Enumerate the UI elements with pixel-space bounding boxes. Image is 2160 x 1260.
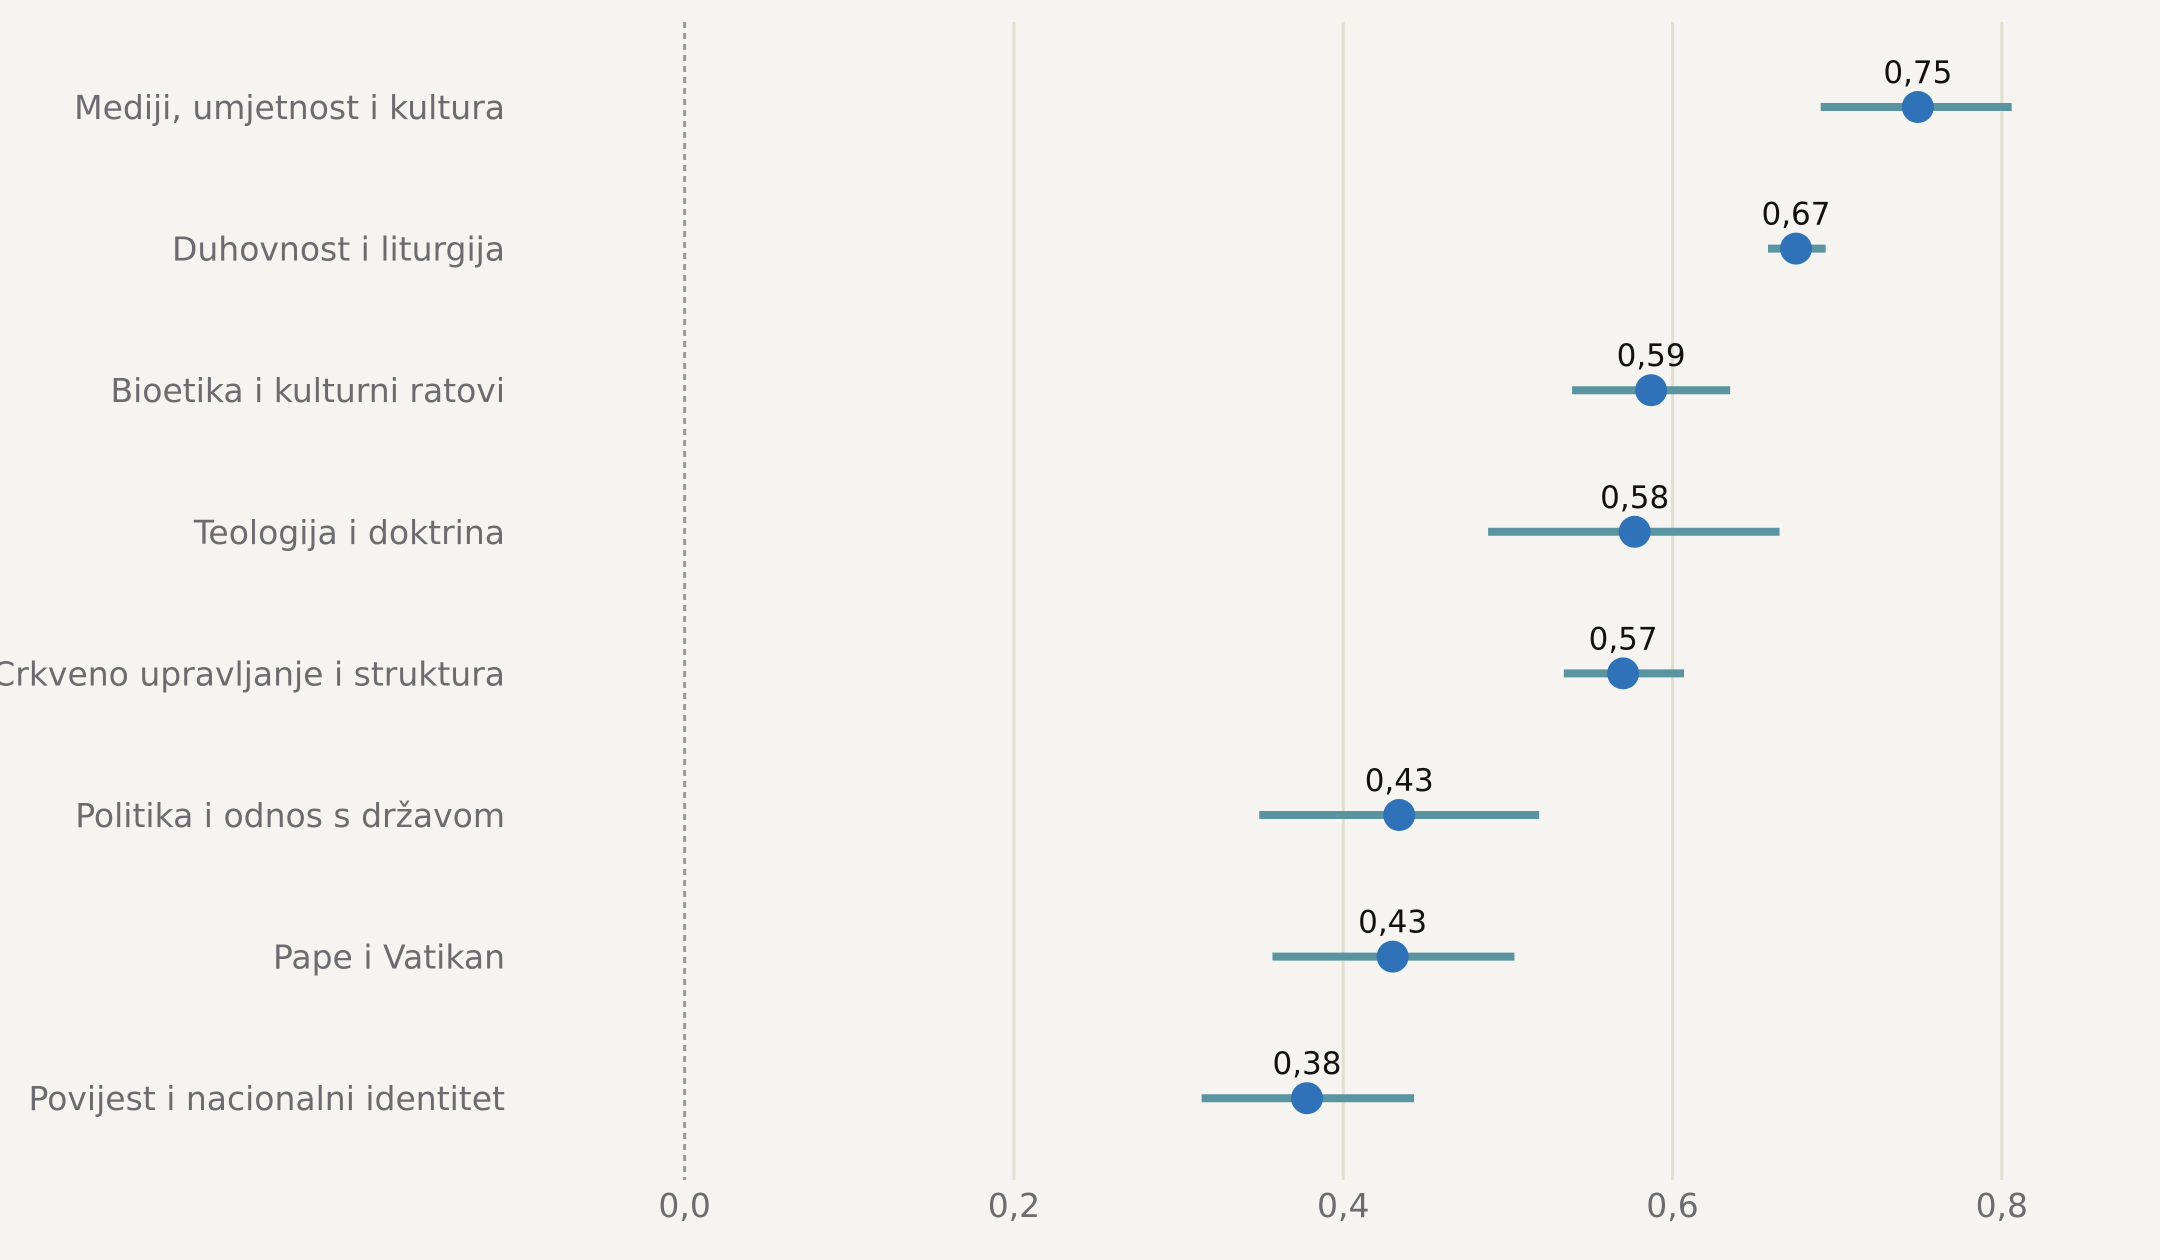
category-label: Teologija i doktrina <box>193 513 505 552</box>
data-label: 0,43 <box>1358 905 1427 941</box>
data-point <box>1618 515 1651 548</box>
data-label: 0,57 <box>1589 621 1658 657</box>
data-point <box>1607 657 1640 690</box>
category-label: Bioetika i kulturni ratovi <box>110 371 505 410</box>
grid-layer <box>1012 22 2004 1180</box>
data-label: 0,58 <box>1600 480 1669 516</box>
category-label: Duhovnost i liturgija <box>172 230 505 269</box>
data-point <box>1376 940 1409 973</box>
data-label: 0,67 <box>1761 197 1830 233</box>
data-point <box>1901 91 1934 123</box>
data-label: 0,38 <box>1272 1046 1341 1082</box>
x-tick-label: 0,2 <box>988 1186 1040 1225</box>
data-point <box>1780 232 1813 265</box>
data-point <box>1291 1082 1324 1115</box>
data-point <box>1383 799 1416 831</box>
category-label: Politika i odnos s državom <box>75 796 505 835</box>
x-tick-label: 0,6 <box>1646 1186 1698 1225</box>
category-label: Povijest i nacionalni identitet <box>28 1079 505 1118</box>
x-tick-label: 0,0 <box>658 1186 710 1225</box>
category-label: Mediji, umjetnost i kultura <box>74 88 505 127</box>
data-label: 0,75 <box>1883 55 1952 91</box>
x-tick-label: 0,8 <box>1976 1186 2028 1225</box>
category-label: Pape i Vatikan <box>273 938 505 977</box>
marks-layer <box>1201 91 2012 1115</box>
data-label: 0,43 <box>1365 763 1434 799</box>
labels-layer: 0,0 0,2 0,4 0,6 0,8 Mediji, umjetnost i kultu… <box>0 55 2028 1225</box>
x-tick-label: 0,4 <box>1317 1186 1369 1225</box>
data-label: 0,59 <box>1617 338 1686 374</box>
category-label: Crkveno upravljanje i struktura <box>0 654 505 693</box>
data-point <box>1635 374 1668 407</box>
